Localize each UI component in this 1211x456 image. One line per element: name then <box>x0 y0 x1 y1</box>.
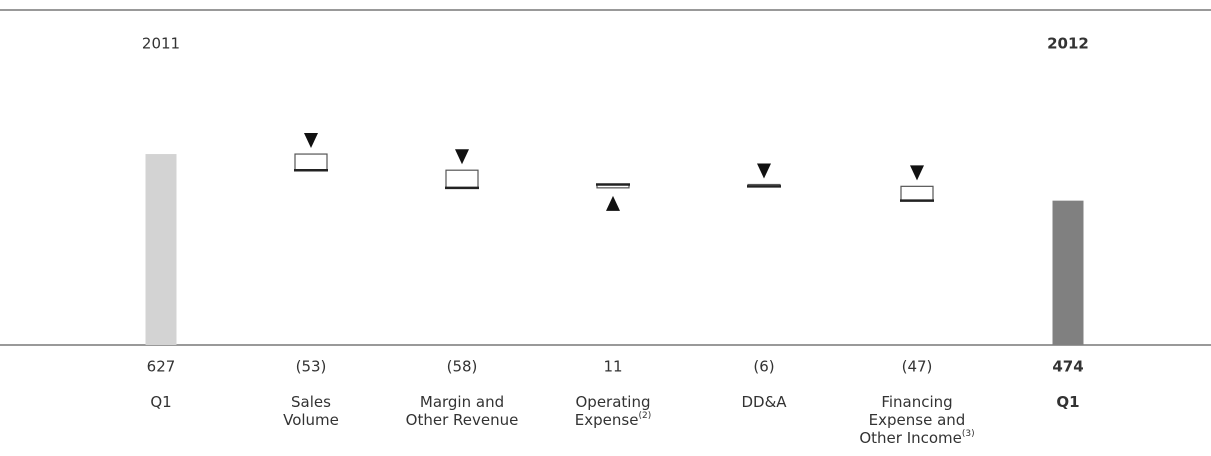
category-label: Sales Volume <box>283 393 339 429</box>
up-arrow <box>606 195 620 211</box>
category-label: Financing Expense and Other Income(3) <box>859 393 974 447</box>
delta-box <box>900 185 934 202</box>
period-label: 2011 <box>142 35 180 53</box>
category-label: Q1 <box>150 393 171 411</box>
bar <box>1052 200 1084 345</box>
category-label: Q1 <box>1056 393 1079 411</box>
down-arrow <box>757 163 771 179</box>
down-arrow <box>455 149 469 165</box>
bar <box>145 154 177 345</box>
value-label: (47) <box>902 358 933 376</box>
delta-box <box>445 169 479 189</box>
value-label: 11 <box>603 358 622 376</box>
footnote-mark: (3) <box>962 429 975 439</box>
value-label: (58) <box>447 358 478 376</box>
value-label: 474 <box>1052 358 1083 376</box>
category-label: Operating Expense(2) <box>575 393 651 429</box>
value-label: 627 <box>147 358 176 376</box>
down-arrow <box>304 133 318 149</box>
footnote-mark: (2) <box>638 411 651 421</box>
value-label: (6) <box>753 358 774 376</box>
value-label: (53) <box>296 358 327 376</box>
period-label: 2012 <box>1047 35 1089 53</box>
category-label: Margin and Other Revenue <box>406 393 519 429</box>
delta-box <box>294 153 328 171</box>
category-label: DD&A <box>741 393 787 411</box>
down-arrow <box>910 165 924 181</box>
